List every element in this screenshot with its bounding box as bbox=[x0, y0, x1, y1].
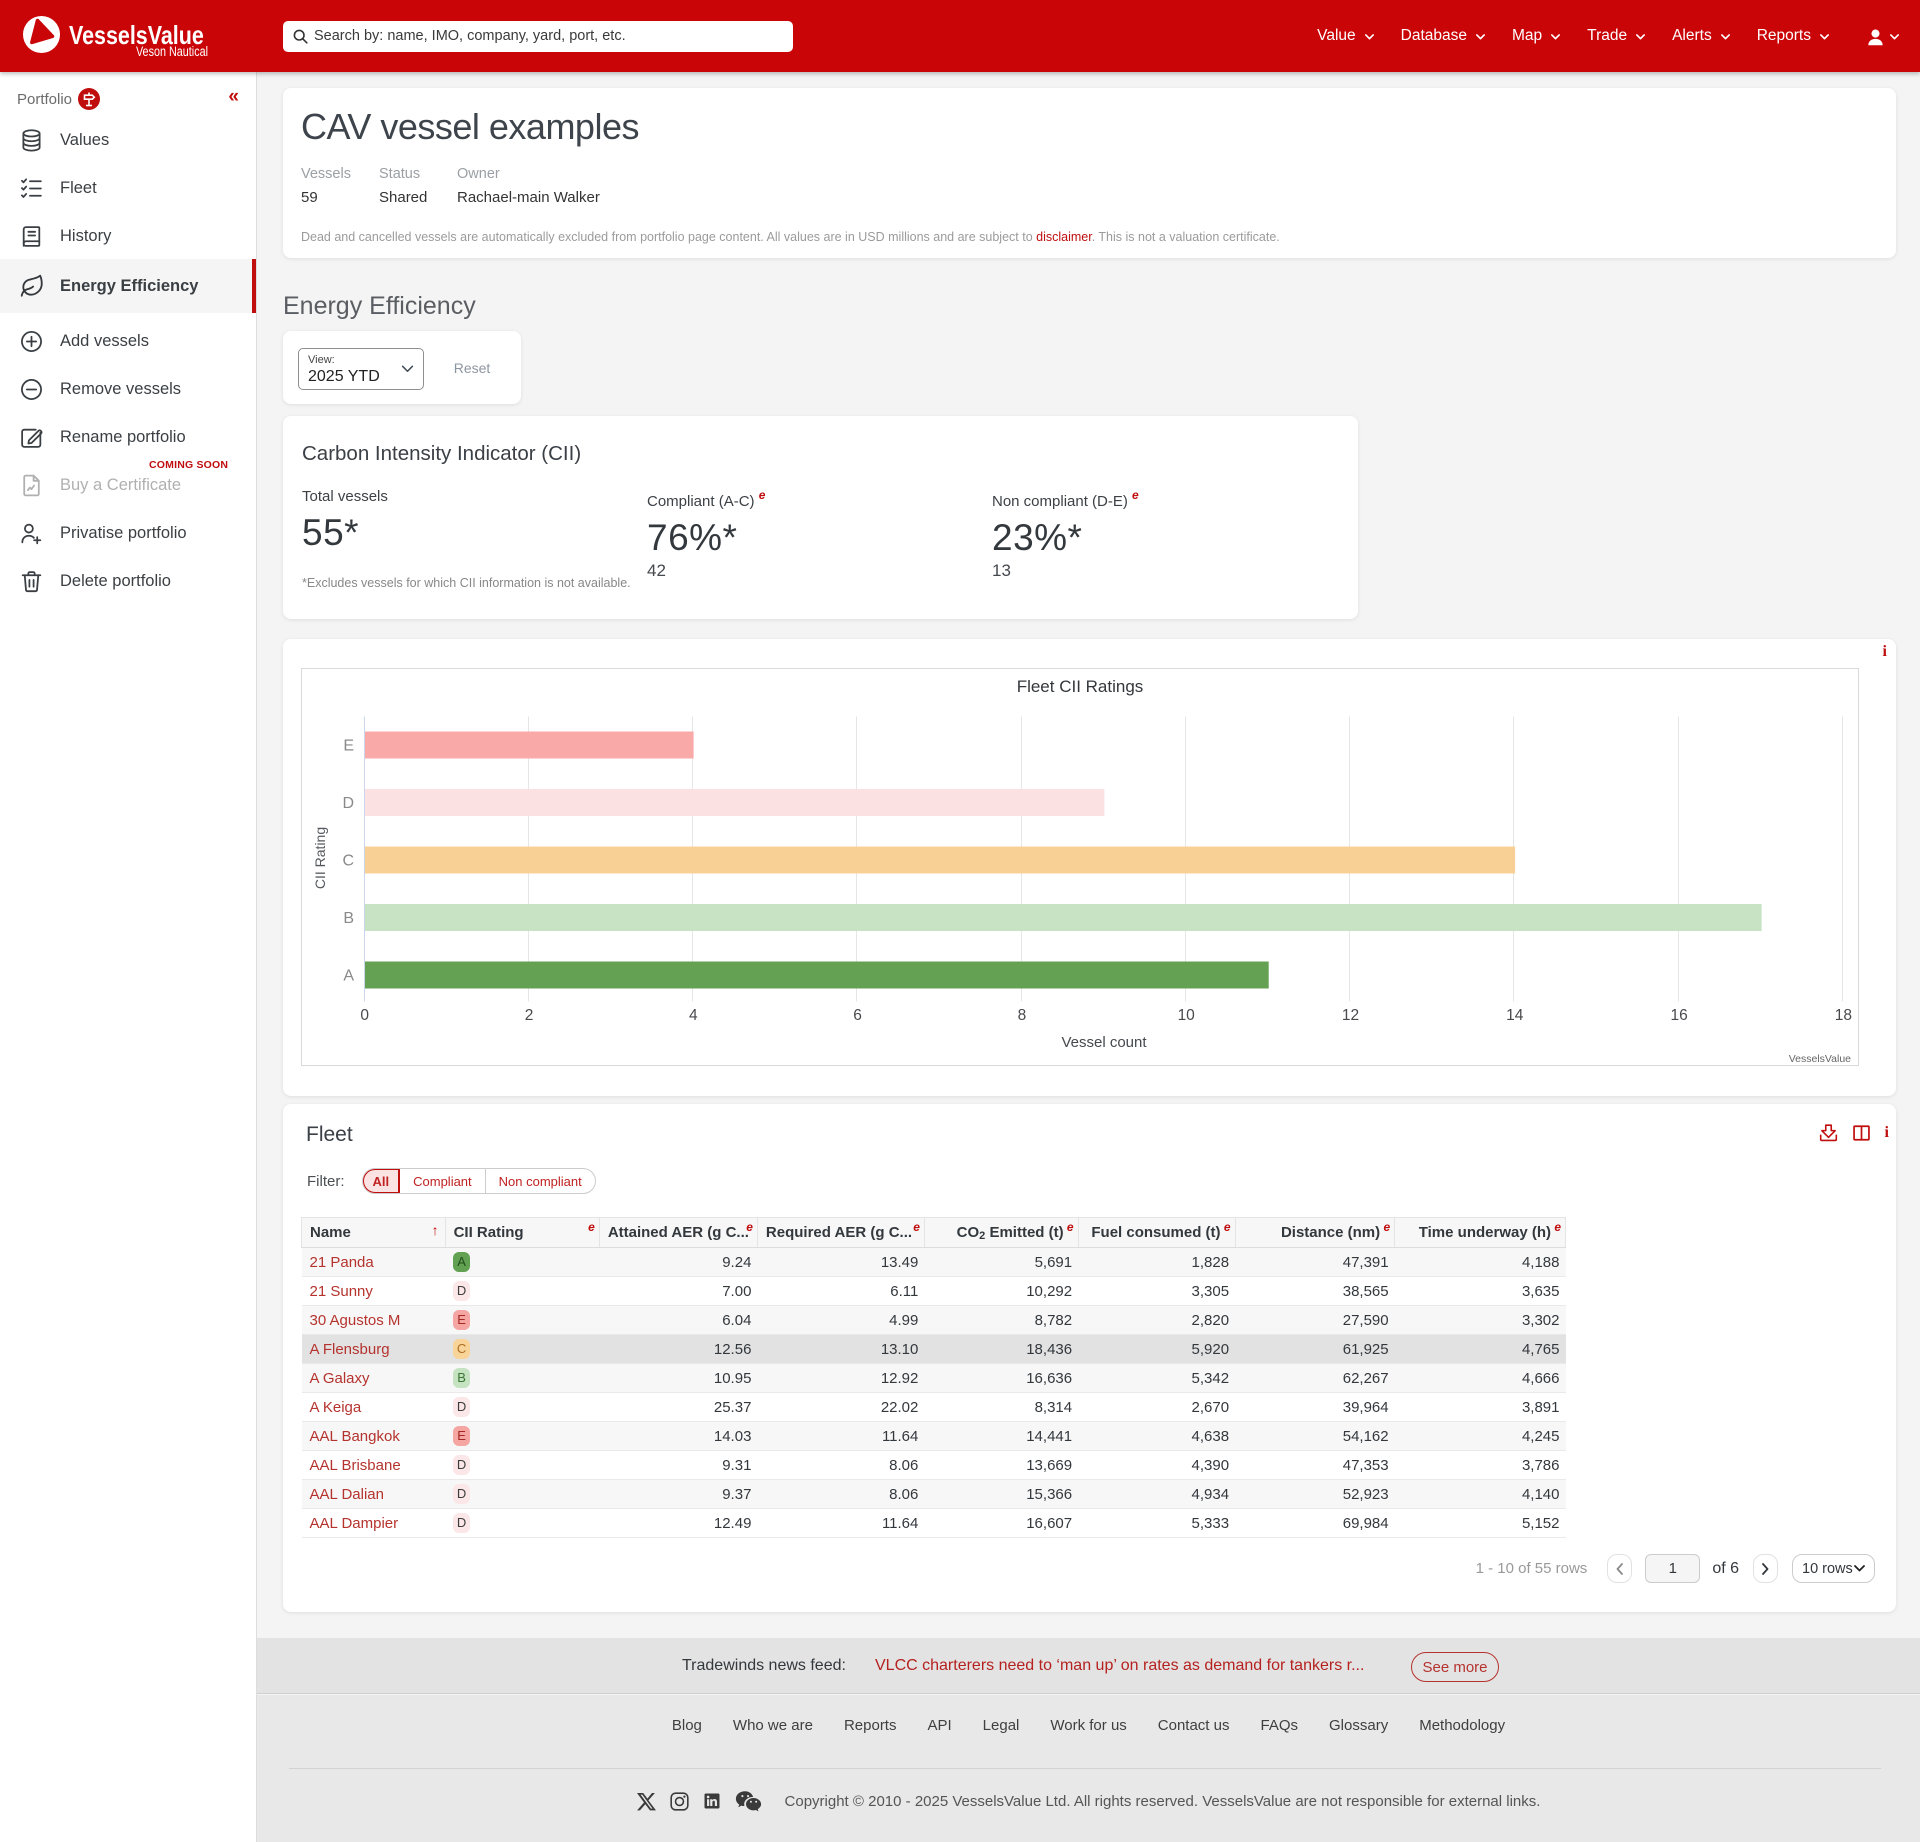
svg-text:14: 14 bbox=[1506, 1007, 1524, 1024]
svg-text:4: 4 bbox=[689, 1007, 698, 1024]
svg-text:Fleet CII Ratings: Fleet CII Ratings bbox=[1017, 677, 1144, 696]
svg-text:VesselsValue: VesselsValue bbox=[1789, 1053, 1851, 1065]
svg-text:2: 2 bbox=[525, 1007, 534, 1024]
svg-text:6: 6 bbox=[853, 1007, 862, 1024]
svg-text:A: A bbox=[343, 968, 354, 985]
svg-text:E: E bbox=[343, 738, 354, 755]
svg-text:0: 0 bbox=[360, 1007, 369, 1024]
svg-text:12: 12 bbox=[1342, 1007, 1359, 1024]
svg-text:D: D bbox=[342, 795, 354, 812]
svg-text:CII Rating: CII Rating bbox=[312, 827, 328, 889]
svg-text:8: 8 bbox=[1018, 1007, 1027, 1024]
svg-text:B: B bbox=[343, 910, 354, 927]
svg-text:10: 10 bbox=[1178, 1007, 1196, 1024]
svg-text:18: 18 bbox=[1835, 1007, 1852, 1024]
svg-text:Vessel count: Vessel count bbox=[1061, 1034, 1147, 1051]
svg-text:16: 16 bbox=[1670, 1007, 1687, 1024]
svg-text:C: C bbox=[342, 853, 354, 870]
